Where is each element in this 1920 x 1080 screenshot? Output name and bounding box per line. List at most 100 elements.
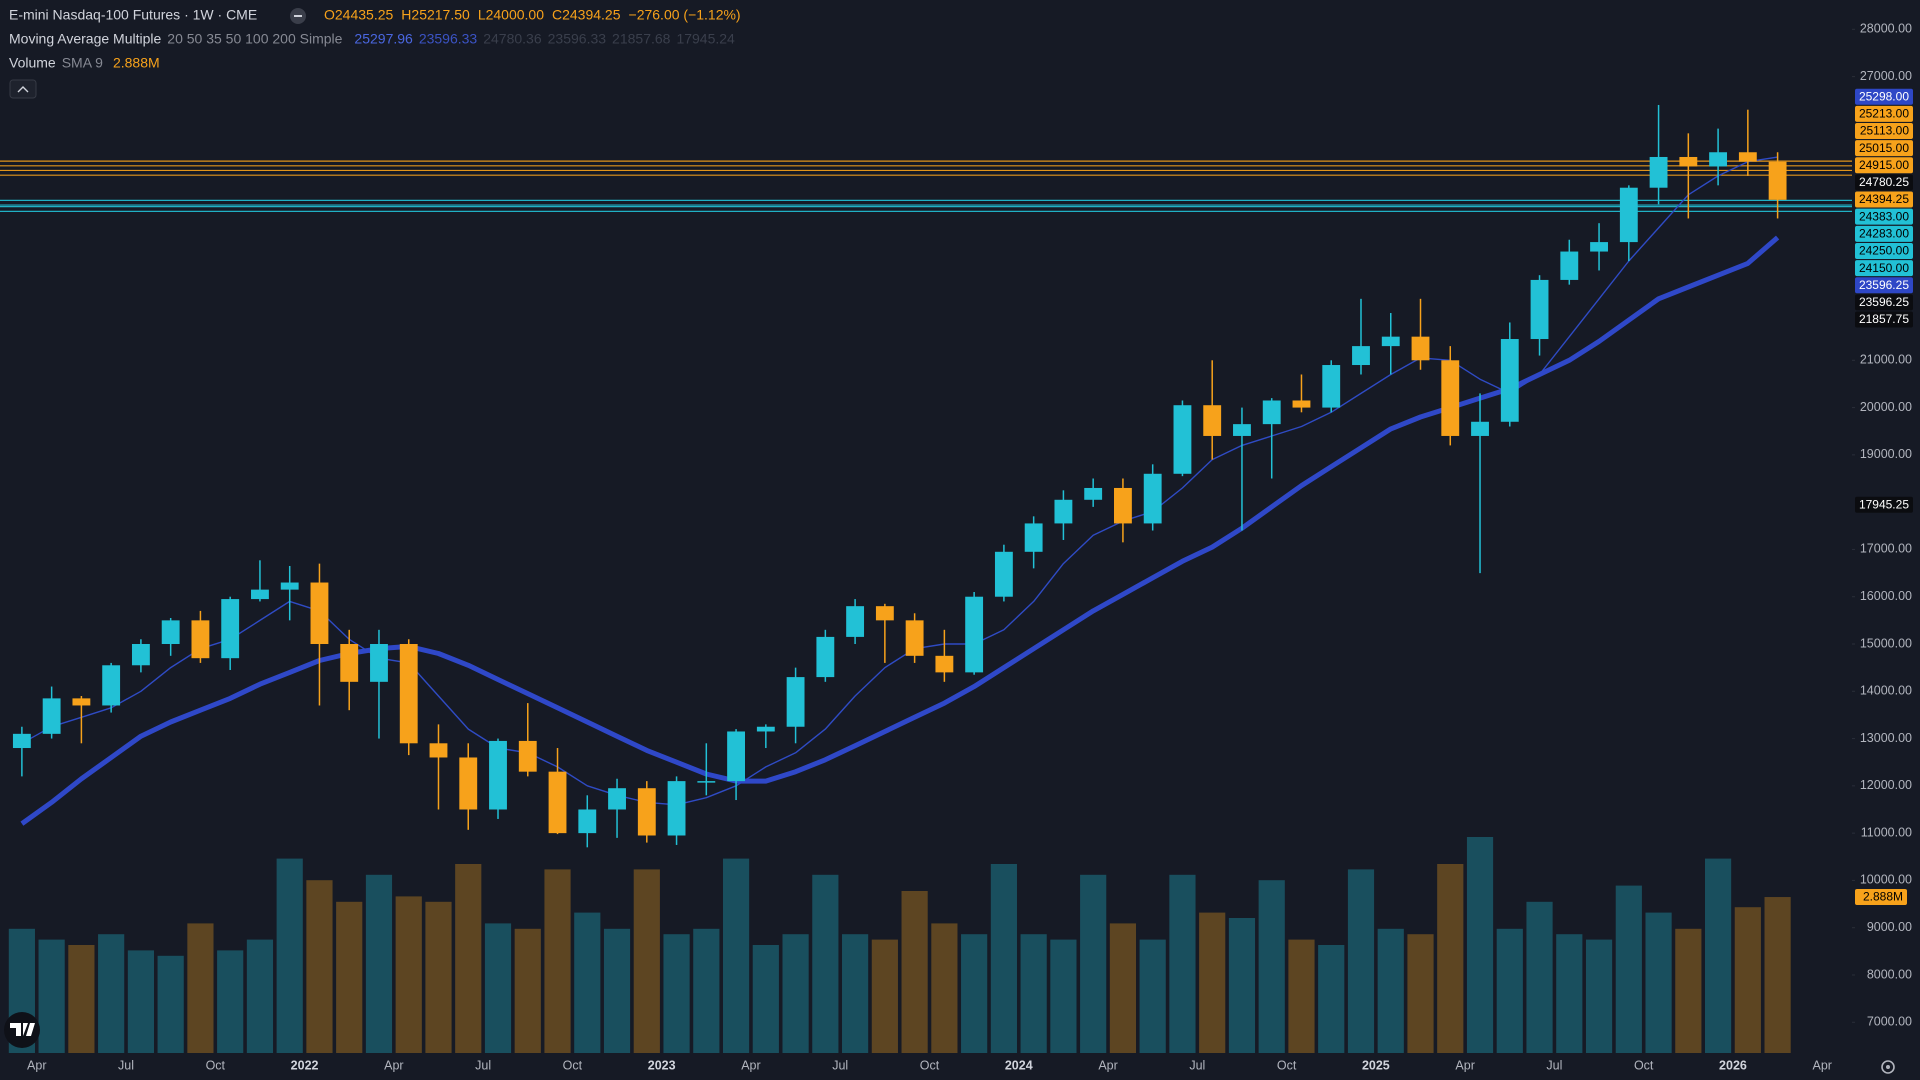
volume-bar xyxy=(1407,934,1434,1053)
candle-body xyxy=(1441,360,1460,436)
price-label: 24780.25 xyxy=(1859,175,1909,189)
candle-body xyxy=(12,733,31,749)
volume-bar xyxy=(1258,880,1285,1053)
volume-bar xyxy=(1466,837,1494,1053)
candle-body xyxy=(340,643,359,682)
candle-body xyxy=(131,643,150,666)
x-tick-label: 2022 xyxy=(291,1058,319,1072)
ohlc-legend: O24435.25 H25217.50 L24000.00 C24394.25 −276… xyxy=(324,7,741,23)
ohlc-value: H25217.50 xyxy=(401,7,470,23)
volume-bar xyxy=(68,945,95,1053)
candle-body xyxy=(1619,187,1638,243)
volume-bar xyxy=(365,874,393,1053)
candle-body xyxy=(1292,400,1311,408)
candle-body xyxy=(1471,421,1489,436)
ohlc-value: L24000.00 xyxy=(478,7,544,23)
volume-bar xyxy=(633,869,660,1053)
candle-body xyxy=(637,788,656,836)
settings-icon[interactable] xyxy=(1881,1060,1895,1074)
y-tick-label: 9000.00 xyxy=(1867,920,1912,934)
price-label-box xyxy=(1855,260,1913,277)
volume-bar xyxy=(1139,939,1166,1053)
indicator-value: 23596.33 xyxy=(419,31,478,47)
volume-bar xyxy=(990,864,1017,1053)
price-label-box xyxy=(1855,105,1913,122)
indicator-value: 17945.24 xyxy=(676,31,735,47)
volume-bar xyxy=(1169,874,1196,1053)
price-label-box xyxy=(1855,88,1913,105)
price-label: 25113.00 xyxy=(1860,124,1909,138)
volume-bar xyxy=(1199,912,1226,1053)
volume-bar xyxy=(425,901,452,1053)
price-label: 24915.00 xyxy=(1859,158,1909,172)
volume-label: 2.888M xyxy=(1863,890,1903,904)
y-tick-label: 10000.00 xyxy=(1860,873,1912,887)
indicator-name: Moving Average Multiple xyxy=(9,31,161,47)
volume-bar xyxy=(98,934,125,1053)
x-tick-label: Jul xyxy=(1546,1058,1562,1072)
indicator-values: 25297.96 23596.33 24780.36 23596.33 21857.68… xyxy=(354,31,735,47)
y-tick-label: 17000.00 xyxy=(1860,542,1912,556)
candle-body xyxy=(756,726,775,732)
volume-bar xyxy=(1228,918,1256,1053)
price-label: 24250.00 xyxy=(1859,244,1909,258)
x-tick-label: 2026 xyxy=(1719,1058,1747,1072)
ohlc-value: C24394.25 xyxy=(552,7,621,23)
candle-body xyxy=(191,620,210,659)
volume-bar xyxy=(1109,923,1137,1053)
ohlc-value: O24435.25 xyxy=(324,7,393,23)
indicator-name: Volume xyxy=(9,55,56,71)
price-label-box xyxy=(1855,140,1913,157)
volume-bar xyxy=(1020,934,1047,1053)
candle-body xyxy=(1738,152,1757,162)
volume-bar xyxy=(1437,864,1464,1053)
price-label-box xyxy=(1855,174,1913,191)
volume-bar xyxy=(961,934,988,1053)
candle-body xyxy=(727,731,745,782)
volume-bar xyxy=(1585,939,1613,1053)
price-label-box xyxy=(1855,311,1913,328)
price-label-box xyxy=(1855,277,1913,294)
volume-bar xyxy=(1080,874,1107,1053)
candle-body xyxy=(697,781,716,783)
candle-body xyxy=(459,757,478,810)
ohlc-value: −276.00 (−1.12%) xyxy=(629,7,741,23)
volume-bar xyxy=(217,950,244,1053)
volume-bar xyxy=(276,858,303,1053)
price-label-box xyxy=(1855,294,1913,311)
volume-bar xyxy=(693,928,720,1053)
y-tick-label: 8000.00 xyxy=(1867,967,1912,981)
plot-area xyxy=(0,104,1852,1053)
price-label: 17945.25 xyxy=(1859,497,1909,511)
volume-bar xyxy=(306,880,333,1053)
price-label: 25213.00 xyxy=(1859,107,1909,121)
x-tick-label: 2025 xyxy=(1362,1058,1390,1072)
price-label: 23596.25 xyxy=(1859,295,1909,309)
moving-average-line xyxy=(20,235,1780,826)
volume-bar xyxy=(157,955,184,1053)
volume-bar xyxy=(603,928,631,1053)
x-tick-label: Jul xyxy=(475,1058,491,1072)
volume-bar xyxy=(1347,869,1375,1053)
volume-bar xyxy=(484,923,512,1053)
y-tick-label: 19000.00 xyxy=(1860,447,1912,461)
price-label-box xyxy=(1855,208,1913,225)
volume-bar xyxy=(663,934,690,1053)
y-tick-label: 13000.00 xyxy=(1860,731,1912,745)
x-tick-label: Oct xyxy=(563,1058,583,1072)
candle-body xyxy=(578,809,597,834)
candle-body xyxy=(1233,424,1251,436)
y-tick-label: 27000.00 xyxy=(1860,69,1912,83)
volume-bar xyxy=(842,934,869,1053)
collapse-button[interactable] xyxy=(9,79,37,99)
volume-bar xyxy=(812,874,839,1053)
price-label-box xyxy=(1855,225,1913,242)
x-tick-label: Apr xyxy=(1813,1058,1832,1072)
y-tick-label: 7000.00 xyxy=(1867,1015,1912,1029)
candle-body xyxy=(1530,279,1549,340)
y-tick-label: 11000.00 xyxy=(1861,825,1912,839)
candle-body xyxy=(1381,336,1400,347)
candle-body xyxy=(905,620,924,656)
indicator-params: SMA 9 xyxy=(62,55,103,71)
